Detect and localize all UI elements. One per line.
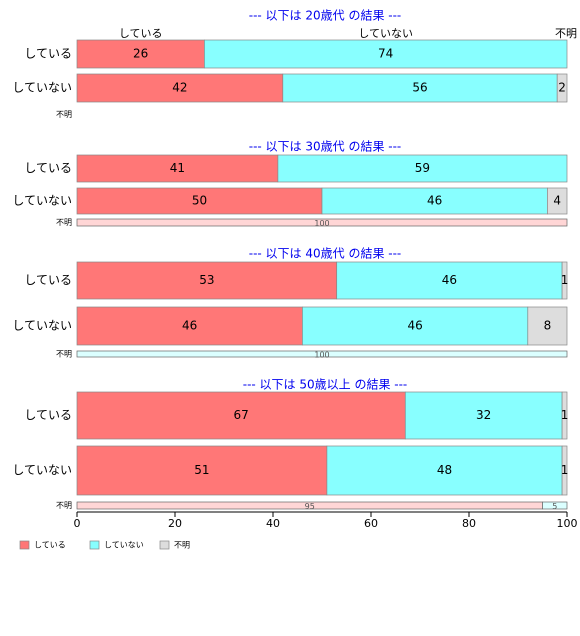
x-tick-label: 0 xyxy=(74,517,81,530)
bar-segment xyxy=(76,306,303,346)
row-label-fumei: 不明 xyxy=(56,350,72,359)
bar-value-label: 46 xyxy=(182,319,197,333)
bar-value-label: 1 xyxy=(561,273,569,287)
bar-segment xyxy=(527,306,568,346)
row-label: していない xyxy=(12,319,72,333)
x-tick-label: 20 xyxy=(168,517,182,530)
bar-segment xyxy=(561,391,568,440)
bar-segment xyxy=(76,391,406,440)
bar-value-label: 4 xyxy=(553,194,561,208)
row-label: している xyxy=(24,408,72,422)
bar-value-label: 8 xyxy=(544,319,552,333)
bar-segment xyxy=(277,154,568,183)
bar-value-label: 26 xyxy=(133,47,148,61)
bar-segment xyxy=(302,306,529,346)
bar-segment xyxy=(404,391,563,440)
bar-value-label: 50 xyxy=(192,194,207,208)
bar-segment xyxy=(76,39,205,69)
bar-value-label: 1 xyxy=(561,463,569,477)
bar-segment xyxy=(282,73,558,103)
legend-swatch xyxy=(19,540,30,550)
bar-value-label: 46 xyxy=(407,319,422,333)
row-label: している xyxy=(24,47,72,61)
bar-segment xyxy=(76,187,323,215)
bar-segment xyxy=(561,261,568,300)
row-label-fumei: 不明 xyxy=(56,218,72,227)
bar-segment xyxy=(76,218,568,227)
bar-segment xyxy=(561,445,568,496)
panel-title: --- 以下は 30歳代 の結果 --- xyxy=(249,140,402,154)
top-label-shiteinai: していない xyxy=(358,27,413,40)
row-label: している xyxy=(24,161,72,175)
bar-value-label: 74 xyxy=(378,47,393,61)
legend-swatch xyxy=(159,540,170,550)
bar-segment xyxy=(336,261,563,300)
bar-segment xyxy=(326,445,563,496)
bar-value-label: 56 xyxy=(412,81,427,95)
row-label: している xyxy=(24,273,72,287)
legend-label: 不明 xyxy=(174,541,190,550)
row-label-fumei: 不明 xyxy=(56,110,72,119)
panel-title: --- 以下は 20歳代 の結果 --- xyxy=(249,9,402,23)
top-label-shiteiru: している xyxy=(119,27,163,40)
bar-value-label: 53 xyxy=(199,273,214,287)
legend-label: している xyxy=(34,541,66,550)
x-tick-label: 40 xyxy=(266,517,280,530)
bar-value-label: 32 xyxy=(476,408,491,422)
bar-value-label: 46 xyxy=(427,194,442,208)
bar-value-label: 95 xyxy=(305,502,315,511)
bar-segment xyxy=(76,154,279,183)
bar-value-label: 67 xyxy=(234,408,249,422)
bar-value-label: 46 xyxy=(442,273,457,287)
bar-value-label: 48 xyxy=(437,463,452,477)
bar-value-label: 41 xyxy=(170,161,185,175)
bar-value-label: 2 xyxy=(558,81,566,95)
panel-title: --- 以下は 50歳以上 の結果 --- xyxy=(243,378,408,392)
bar-segment xyxy=(76,350,568,358)
bar-segment xyxy=(76,445,328,496)
x-tick-label: 60 xyxy=(364,517,378,530)
legend-label: していない xyxy=(104,541,144,550)
row-label-fumei: 不明 xyxy=(56,501,72,510)
x-tick-label: 80 xyxy=(462,517,476,530)
bar-value-label: 1 xyxy=(561,408,569,422)
row-label: していない xyxy=(12,81,72,95)
x-tick-label: 100 xyxy=(557,517,578,530)
row-label: していない xyxy=(12,194,72,208)
bar-value-label: 5 xyxy=(552,502,557,511)
bar-value-label: 51 xyxy=(194,463,209,477)
panel-title: --- 以下は 40歳代 の結果 --- xyxy=(249,247,402,261)
bar-segment xyxy=(542,501,568,510)
bar-segment xyxy=(547,187,568,215)
bar-value-label: 42 xyxy=(172,81,187,95)
bar-segment xyxy=(76,261,338,300)
bar-value-label: 59 xyxy=(415,161,430,175)
bar-segment xyxy=(204,39,568,69)
top-label-fumei: 不明 xyxy=(555,27,577,40)
bar-segment xyxy=(321,187,548,215)
row-label: していない xyxy=(12,463,72,477)
legend-swatch xyxy=(89,540,100,550)
bar-value-label: 100 xyxy=(314,219,329,228)
bar-value-label: 100 xyxy=(314,351,329,360)
bar-segment xyxy=(76,73,284,103)
bar-segment xyxy=(556,73,568,103)
